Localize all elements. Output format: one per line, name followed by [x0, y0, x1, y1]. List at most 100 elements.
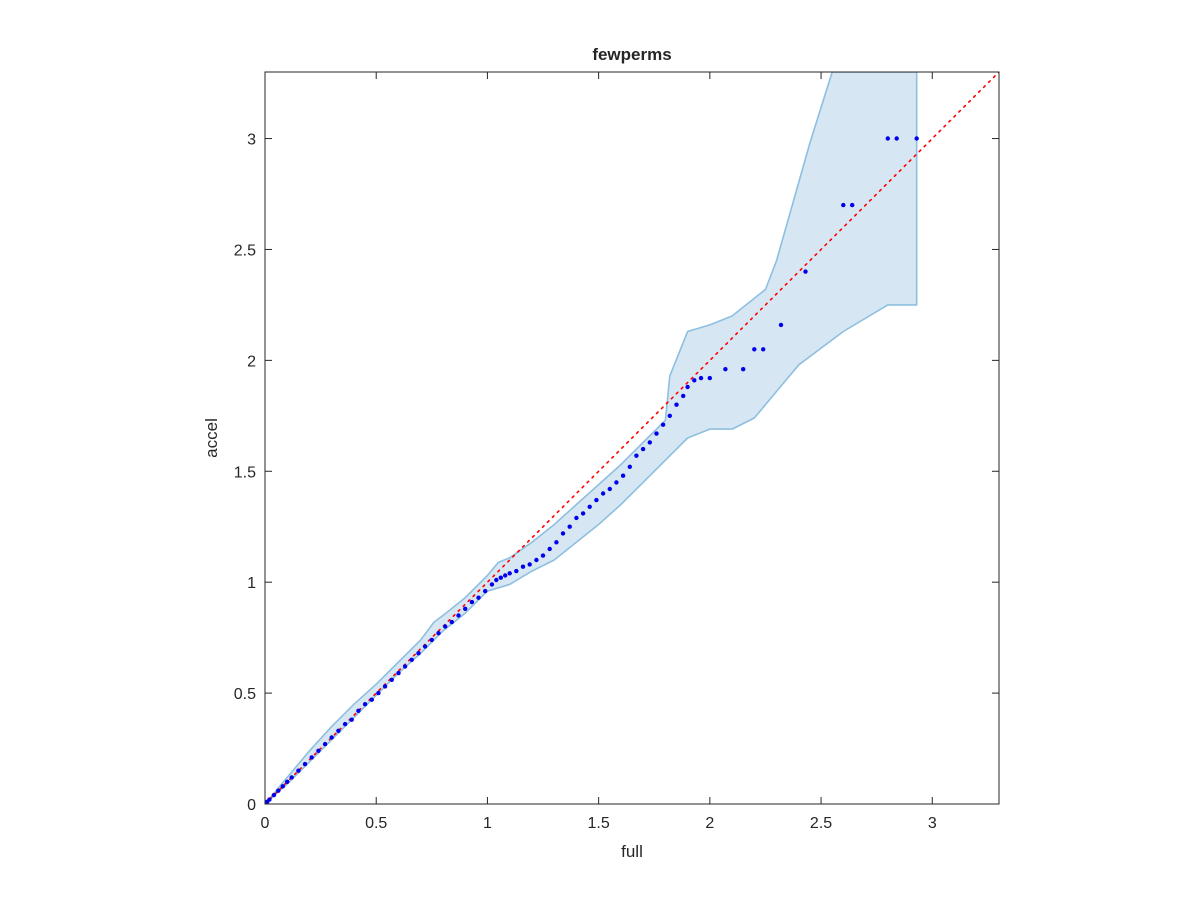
data-point: [607, 486, 612, 492]
data-point: [567, 524, 572, 529]
data-point: [527, 562, 532, 567]
y-tick-label: 3: [247, 132, 256, 149]
data-point: [520, 564, 526, 569]
data-point: [362, 702, 368, 707]
x-tick-label: 1: [483, 815, 492, 832]
data-point: [554, 540, 559, 545]
data-point: [356, 708, 361, 713]
y-tick-label: 0: [247, 797, 256, 814]
data-point: [803, 269, 808, 274]
data-point: [309, 755, 314, 760]
data-point: [580, 511, 586, 516]
data-point: [692, 378, 697, 383]
data-point: [741, 367, 746, 372]
data-point: [329, 735, 334, 740]
data-point: [382, 684, 388, 689]
y-tick-label: 1.5: [234, 464, 256, 481]
data-point: [560, 531, 566, 536]
data-point: [267, 797, 272, 802]
data-point: [685, 384, 690, 390]
data-point: [336, 728, 341, 733]
data-point: [841, 202, 846, 208]
x-tick-label: 0: [261, 815, 270, 832]
x-tick-label: 2: [705, 815, 714, 832]
data-point: [723, 367, 728, 372]
x-tick-label: 3: [928, 815, 937, 832]
data-point: [707, 375, 712, 381]
data-point: [547, 546, 552, 552]
y-tick-label: 0.5: [234, 686, 256, 703]
data-point: [469, 599, 475, 605]
data-point: [436, 631, 441, 636]
data-point: [761, 347, 766, 352]
data-point: [349, 717, 354, 722]
data-point: [507, 571, 512, 576]
data-point: [654, 431, 659, 436]
data-point: [620, 473, 626, 478]
data-point: [885, 136, 890, 141]
plot-frame: [264, 71, 1000, 805]
data-point: [276, 788, 281, 793]
data-point: [614, 480, 619, 485]
data-point: [600, 491, 606, 496]
data-point: [483, 588, 488, 594]
data-point: [289, 775, 294, 780]
reference-line: [265, 72, 999, 804]
data-point: [422, 644, 428, 649]
x-axis-label: full: [621, 842, 643, 861]
data-point: [667, 413, 672, 418]
data-point: [416, 651, 421, 656]
data-point: [302, 761, 308, 767]
data-point: [443, 624, 448, 629]
data-point: [627, 464, 632, 469]
data-point: [316, 748, 321, 753]
x-tick-label: 1.5: [588, 815, 610, 832]
confidence-band: [265, 72, 918, 804]
data-point: [778, 322, 784, 328]
data-point: [587, 504, 592, 509]
y-axis-label: accel: [202, 418, 221, 458]
data-point: [494, 577, 499, 583]
data-point: [280, 784, 285, 789]
data-point: [369, 697, 374, 702]
y-tick-label: 1: [247, 575, 256, 592]
data-point: [540, 553, 546, 558]
data-point: [574, 515, 579, 521]
data-point: [429, 637, 434, 643]
data-point: [594, 497, 599, 503]
data-point: [634, 453, 639, 458]
data-point: [296, 768, 301, 773]
data-point: [409, 657, 414, 662]
data-point: [449, 619, 454, 625]
data-point: [894, 136, 899, 141]
data-point: [271, 792, 277, 798]
chart-title: fewperms: [592, 45, 671, 64]
data-point: [376, 690, 381, 696]
data-point: [850, 202, 855, 208]
data-point: [402, 664, 408, 669]
data-point: [342, 721, 348, 727]
data-point: [647, 440, 652, 445]
data-point: [285, 779, 290, 784]
data-point: [698, 375, 704, 381]
x-tick-label: 2.5: [810, 815, 832, 832]
data-point: [463, 606, 468, 611]
y-tick-label: 2: [247, 353, 256, 370]
data-point: [503, 573, 508, 578]
data-point: [322, 741, 328, 747]
x-tick-label: 0.5: [365, 815, 387, 832]
data-point: [914, 136, 919, 141]
data-point: [396, 670, 401, 676]
data-point: [752, 347, 757, 352]
data-point: [640, 446, 646, 452]
data-point: [660, 422, 666, 427]
data-point: [674, 402, 679, 407]
data-point: [389, 677, 394, 682]
y-tick-label: 2.5: [234, 242, 256, 259]
data-point: [489, 582, 495, 587]
data-point: [456, 613, 461, 618]
data-point: [498, 575, 503, 580]
data-point: [534, 557, 539, 563]
data-point: [681, 393, 686, 399]
